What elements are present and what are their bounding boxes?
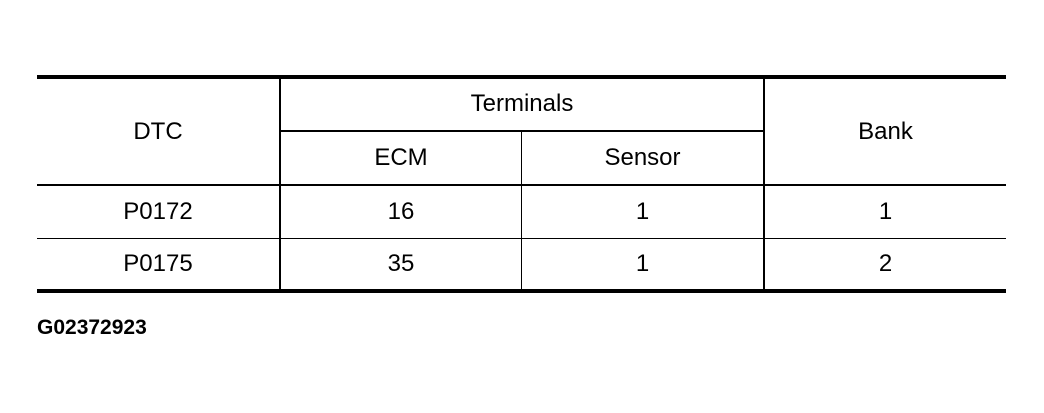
cell-bank: 2 [878,250,893,277]
header-sensor: Sensor [604,144,681,171]
figure-id-caption: G02372923 [37,316,147,339]
cell-bank: 1 [878,198,893,225]
header-ecm: ECM [374,144,428,171]
cell-dtc: P0175 [123,250,193,277]
cell-sensor: 1 [635,250,650,277]
cell-sensor: 1 [635,198,650,225]
terminals-subheader-rule [280,130,764,132]
column-divider [279,79,281,289]
cell-dtc: P0172 [123,198,193,225]
header-terminals: Terminals [470,89,574,117]
header-dtc: DTC [133,117,183,145]
table-top-rule [37,75,1006,79]
header-bank: Bank [858,117,913,145]
column-divider [521,132,522,289]
cell-ecm: 35 [387,250,415,277]
cell-ecm: 16 [387,198,415,225]
table-bottom-rule [37,289,1006,293]
column-divider [763,79,765,289]
